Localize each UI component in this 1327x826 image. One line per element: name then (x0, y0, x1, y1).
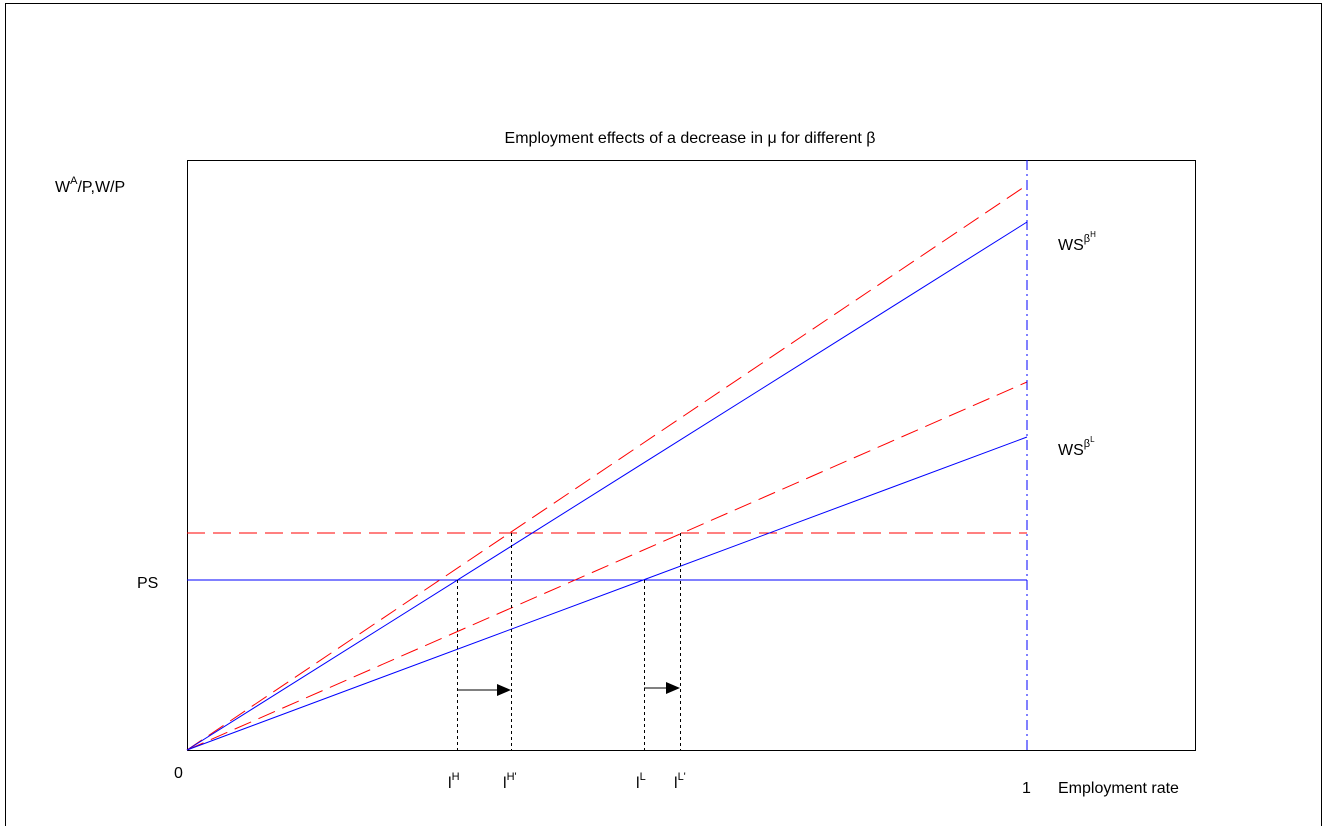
ws-low-label: WSβL (1058, 435, 1095, 459)
l-sup: L' (678, 771, 686, 783)
ws-sup: β (1084, 233, 1090, 245)
l-high-new: lH' (503, 771, 517, 792)
ws-low (186, 436, 1028, 751)
l-base: l (674, 775, 678, 792)
ws-high (186, 221, 1028, 751)
l-sup: H (452, 771, 460, 783)
ws-base: WS (1058, 237, 1084, 254)
l-sup: L (640, 771, 646, 783)
title: Employment effects of a decrease in μ fo… (505, 130, 876, 147)
x-label: Employment rate (1058, 780, 1179, 797)
ws-high-new (186, 184, 1028, 751)
l-sup: H' (507, 771, 517, 783)
ws-high-label: WSβH (1058, 230, 1096, 254)
l-low-new: lL' (674, 771, 686, 792)
ws-supsup: H (1090, 230, 1096, 239)
arrow-head (666, 682, 680, 694)
arrow-head (497, 684, 511, 696)
y-label: WA/P,W/P (55, 175, 125, 196)
ws-supsup: L (1090, 435, 1095, 444)
ps-label: PS (137, 575, 158, 592)
y-label-base: W (55, 179, 71, 196)
ws-sup: β (1084, 438, 1090, 450)
dropdowns (457, 533, 681, 750)
plot-box (187, 160, 1196, 751)
y-label-sup: A (70, 175, 78, 187)
frame (5, 3, 1322, 826)
l-high: lH (448, 771, 460, 792)
x-origin: 0 (174, 765, 183, 782)
l-base: l (503, 775, 507, 792)
l-base: l (636, 775, 640, 792)
ws-base: WS (1058, 442, 1084, 459)
l-low: lL (636, 771, 646, 792)
ws-low-new (186, 381, 1028, 751)
l-base: l (448, 775, 452, 792)
y-label-rest: /P,W/P (77, 179, 125, 196)
x-one: 1 (1022, 780, 1031, 797)
